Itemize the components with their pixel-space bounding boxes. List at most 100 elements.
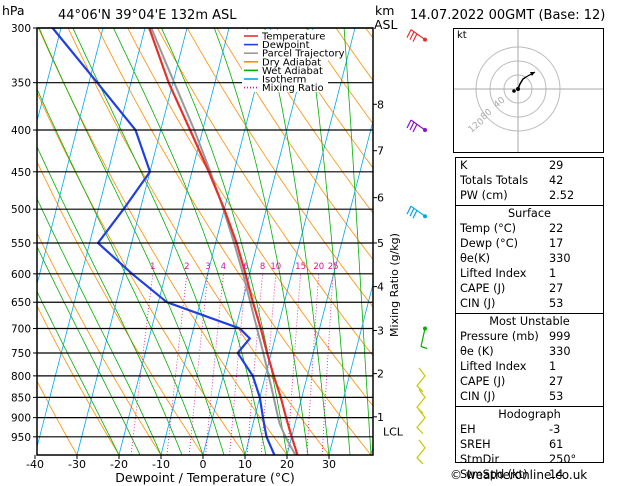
surface-section: Surface Temp (°C) 22 Dewp (°C) 17 θe(K) 330…	[456, 205, 603, 311]
isotherm	[76, 28, 188, 455]
mixing-ratio-label: 6	[243, 262, 248, 272]
pressure-tick-label: 400	[11, 125, 31, 137]
temperature-tick-label: 0	[200, 458, 207, 471]
index-row-tt: Totals Totals 42	[460, 174, 564, 187]
dry-adiabat	[604, 28, 629, 455]
mixing-ratio-line	[246, 273, 263, 455]
mixing-ratio-label: 15	[295, 262, 306, 272]
pressure-tick-label: 850	[11, 392, 31, 404]
mixing-ratio-line	[188, 273, 209, 455]
mixing-ratio-label: 4	[221, 262, 226, 272]
mixing-ratio-line	[260, 273, 277, 455]
wind-barb	[416, 439, 426, 465]
mixing-ratio-label: 1	[150, 262, 155, 272]
index-row-pw: PW (cm) 2.52	[460, 189, 575, 202]
temperature-tick-label: 20	[280, 458, 294, 471]
most-unstable-title: Most Unstable	[489, 315, 570, 328]
most-unstable-section: Most Unstable Pressure (mb) 999 θe (K) 330…	[456, 313, 603, 404]
km-label: km	[375, 3, 395, 18]
isotherm	[286, 119, 373, 455]
wind-barb	[416, 367, 426, 393]
wind-barb	[406, 119, 427, 133]
km-tick-label: 8	[377, 98, 384, 111]
dry-adiabat	[37, 380, 78, 455]
dry-adiabat	[37, 91, 246, 455]
temperature-tick-label: -30	[68, 458, 86, 471]
wind-barb	[420, 326, 428, 350]
index-row-k: K 29	[460, 159, 564, 172]
hodograph-plot	[454, 29, 603, 152]
km-tick-label: 1	[377, 411, 384, 424]
legend-label: Isotherm	[262, 75, 306, 86]
hodograph-unit: kt	[457, 30, 467, 41]
mixing-ratio-label: 8	[260, 262, 265, 272]
legend-label: Dewpoint	[262, 40, 310, 51]
mixing-ratio-line	[205, 273, 224, 455]
plot-frame	[36, 27, 374, 456]
pressure-tick-label: 800	[11, 371, 31, 383]
legend-label: Parcel Trajectory	[262, 49, 345, 60]
mixing-ratio-line	[306, 273, 320, 455]
km-tick-label: 7	[377, 145, 384, 158]
temperature-tick-label: 30	[322, 458, 336, 471]
wind-barb	[406, 29, 427, 42]
isotherm	[118, 28, 230, 455]
pressure-tick-label: 450	[11, 167, 31, 179]
pressure-tick-label: 650	[11, 297, 31, 309]
wind-barb	[406, 205, 427, 219]
isotherm	[37, 28, 62, 123]
mixing-ratio-line	[130, 273, 154, 455]
isotherm	[202, 28, 314, 455]
temperature-tick-label: -20	[110, 458, 128, 471]
isotherm	[37, 28, 146, 449]
dry-adiabat	[216, 28, 373, 261]
dry-adiabat	[246, 28, 373, 214]
legend-label: Dry Adiabat	[262, 57, 321, 68]
wet-adiabat	[343, 28, 372, 455]
isotherm	[160, 28, 272, 455]
km-tick-label: 4	[377, 281, 384, 294]
km-tick-label: 5	[377, 237, 384, 250]
location-title: 44°06'N 39°04'E 132m ASL	[58, 8, 237, 23]
legend-label: Mixing Ratio	[262, 83, 324, 94]
credit-text: © weatheronline.co.uk	[450, 468, 588, 482]
mixing-ratio-line	[166, 273, 188, 455]
hodograph-section: Hodograph EH -3 SREH 61 StmDir 250° StmSpd …	[456, 406, 603, 482]
mixing-ratio-line	[321, 273, 334, 455]
hodograph-panel: kt 120 80 40	[453, 28, 604, 153]
temperature-tick-label: -10	[152, 458, 170, 471]
km-tick-label: 2	[377, 368, 384, 381]
lcl-label: LCL	[383, 425, 404, 438]
pressure-tick-label: 950	[11, 432, 31, 444]
pressure-tick-label: 600	[11, 269, 31, 281]
km-tick-label: 3	[377, 325, 384, 338]
wind-barb	[416, 409, 426, 435]
parcel-trajectory	[150, 28, 297, 455]
temperature-tick-label: 10	[238, 458, 252, 471]
temperature-tick-label: -40	[26, 458, 44, 471]
hpa-label: hPa	[2, 3, 25, 18]
dry-adiabat	[37, 28, 288, 455]
wind-barb	[416, 389, 426, 414]
pressure-tick-label: 300	[11, 23, 31, 35]
isotherm	[328, 282, 373, 455]
pressure-tick-label: 550	[11, 238, 31, 250]
pressure-tick-label: 900	[11, 413, 31, 425]
legend-label: Temperature	[261, 32, 325, 43]
km-tick-label: 6	[377, 192, 384, 205]
pressure-tick-label: 750	[11, 348, 31, 360]
dry-adiabat	[276, 28, 373, 169]
pressure-tick-label: 500	[11, 204, 31, 216]
surface-title: Surface	[507, 207, 552, 220]
stats-table: K 29 Totals Totals 42 PW (cm) 2.52 Surface …	[455, 157, 604, 481]
mixing-ratio-axis-title: Mixing Ratio (g/kg)	[388, 233, 401, 337]
legend-label: Wet Adiabat	[262, 66, 323, 77]
mixing-ratio-label: 20	[313, 262, 324, 272]
datetime-title: 14.07.2022 00GMT (Base: 12)	[410, 8, 606, 23]
mixing-ratio-label: 25	[328, 262, 339, 272]
mixing-ratio-label: 10	[270, 262, 281, 272]
pressure-tick-label: 700	[11, 324, 31, 336]
mixing-ratio-label: 3	[205, 262, 210, 272]
